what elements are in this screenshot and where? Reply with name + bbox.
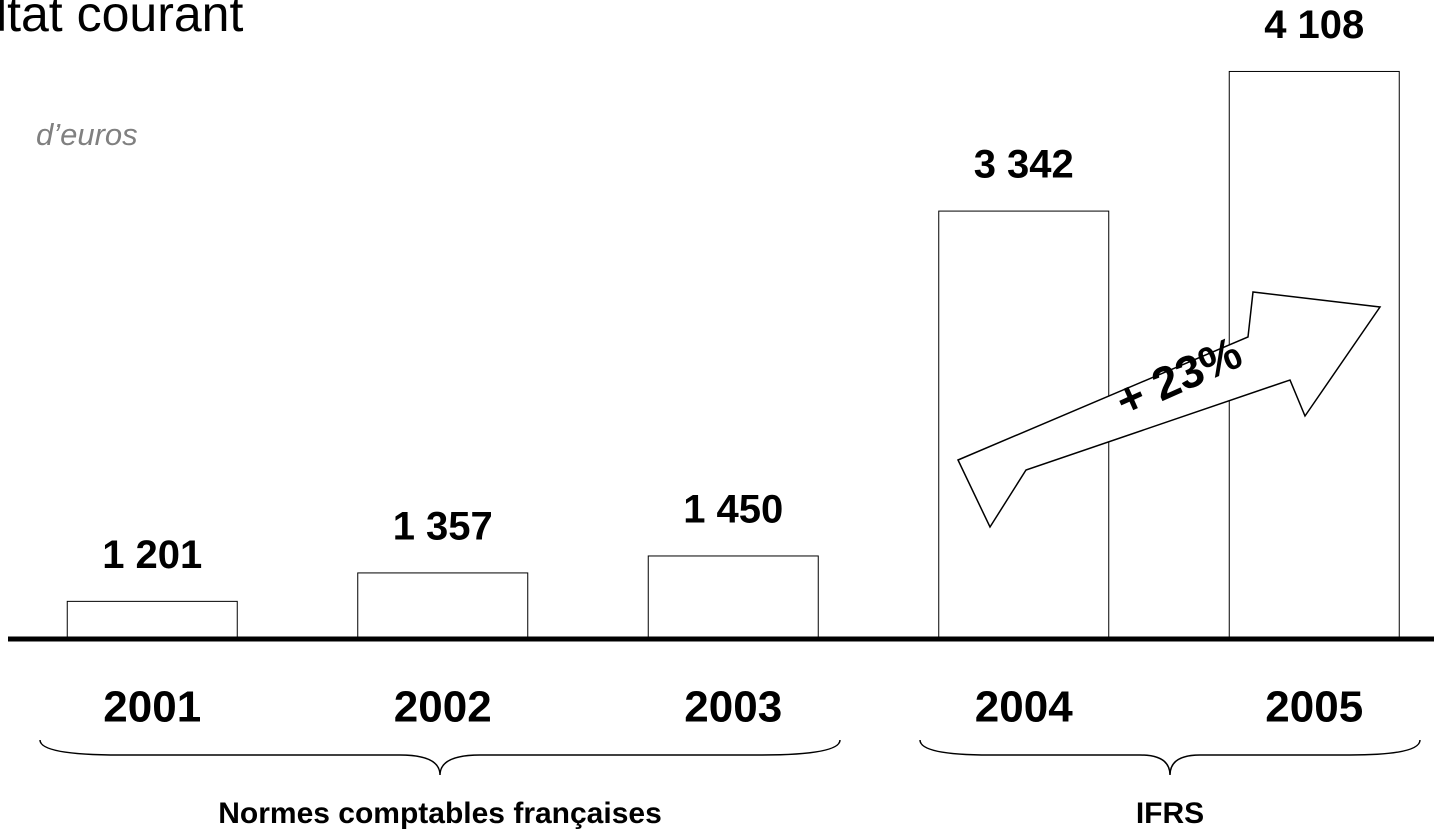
x-tick-label: 2002 [394, 683, 492, 732]
bar [66, 600, 238, 639]
x-tick-label: 2001 [103, 683, 201, 732]
x-tick-label: 2004 [975, 683, 1073, 732]
data-label: 3 342 [974, 143, 1074, 187]
data-label: 1 201 [102, 533, 202, 577]
chart-title: ltat courant [0, 0, 243, 42]
group-label: IFRS [1136, 797, 1204, 830]
chart-subtitle: d’euros [36, 117, 138, 152]
x-tick-label: 2005 [1265, 683, 1363, 732]
data-label: 1 357 [393, 504, 493, 548]
data-label: 4 108 [1264, 3, 1364, 47]
bar [357, 572, 529, 639]
x-tick-label: 2003 [684, 683, 782, 732]
bar [647, 555, 819, 639]
group-brace [919, 739, 1421, 776]
data-label: 1 450 [683, 488, 783, 532]
plot [66, 70, 1400, 639]
group-brace [39, 739, 841, 776]
growth-arrow [956, 291, 1382, 529]
group-label: Normes comptables françaises [218, 797, 662, 830]
